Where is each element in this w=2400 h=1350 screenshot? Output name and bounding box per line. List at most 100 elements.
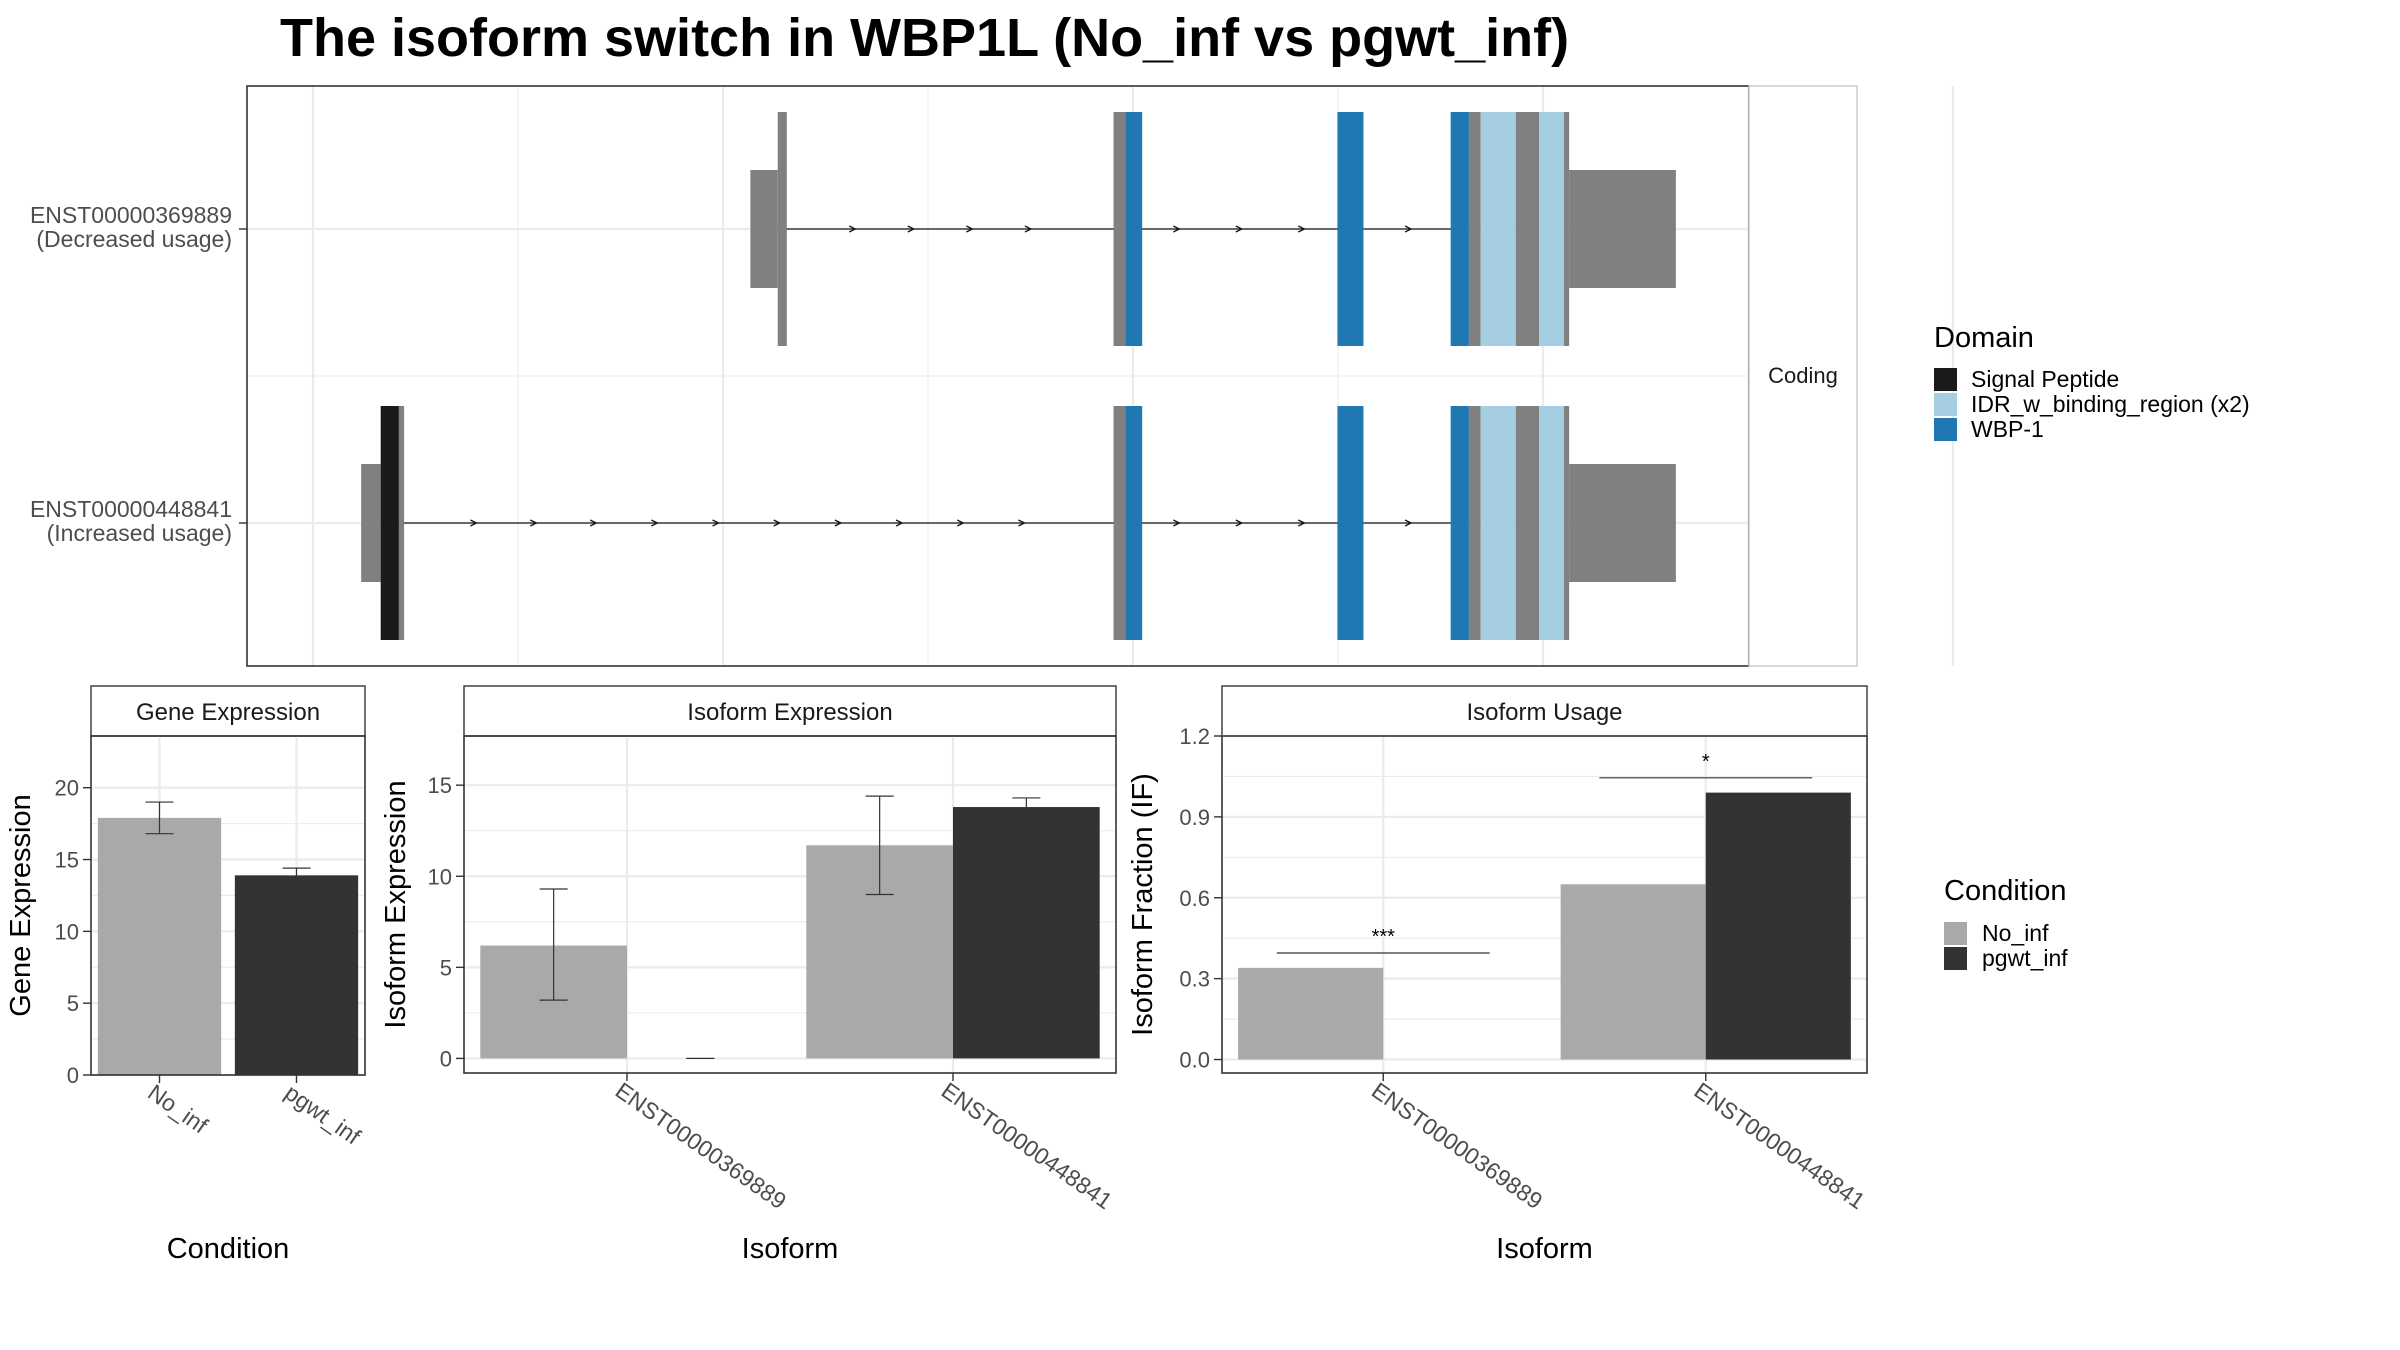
y-tick-label: 0.6 [1179,886,1210,911]
intron-arrow [1235,225,1244,233]
y-axis-title: Isoform Expression [380,780,412,1028]
transcript-name-label: ENST00000448841 [30,496,232,522]
coding-strip [1748,85,1858,667]
condition-legend-label: pgwt_inf [1982,945,2068,971]
intron-arrow [1404,519,1413,527]
bar [234,875,359,1075]
intron-arrow [651,519,659,527]
y-tick-label: 1.2 [1179,724,1210,749]
y-tick-label: 5 [67,991,79,1016]
domain-exon [1480,112,1516,346]
y-axis-title: Isoform Fraction (IF) [1127,773,1159,1036]
domain-exon [1450,406,1469,640]
domain-legend-title: Domain [1934,322,2034,354]
cds-exon [1468,406,1481,640]
cds-exon [1113,406,1126,640]
x-tick-label: pgwt_inf [280,1079,366,1150]
gene-expression-panel: Gene Expression 0 5 10 15 20 No_inf pgwt_inf Con… [5,685,366,1265]
intron-arrow [1024,225,1033,233]
transcript-structure-panel: Coding ENST00000369889(Decreased usage)E… [30,85,1955,667]
x-tick-label: No_inf [143,1079,213,1139]
domain-legend-label: Signal Peptide [1971,366,2119,392]
intron-arrow [1173,225,1181,233]
domain-legend: Domain Signal PeptideIDR_w_binding_region… [1934,322,2250,442]
domain-legend-swatch [1934,368,1957,391]
intron-arrow [712,519,721,527]
intron-arrow [529,519,538,527]
panel-strip [90,685,366,737]
domain-exon [1450,112,1469,346]
domain-exon [1337,112,1364,346]
cds-exon [777,112,787,346]
panel-strip-label: Isoform Expression [687,699,892,726]
condition-legend-title: Condition [1944,875,2067,907]
domain-legend-swatch [1934,418,1957,441]
panel-strip-label: Gene Expression [136,699,320,726]
cds-exon [398,406,405,640]
y-tick-label: 20 [55,776,79,801]
cds-exon [1113,112,1126,346]
bar [953,807,1100,1059]
isoform-expression-panel: Isoform Expression 0 5 10 15 ENST00000369889 E… [380,685,1117,1265]
transcript-labels: ENST00000369889(Decreased usage) ENST0000… [30,202,247,546]
intron-arrow [470,519,478,527]
domain-legend-swatch [1934,393,1957,416]
intron-arrow [773,519,782,527]
domain-exon [1480,406,1516,640]
domain-exon [1337,406,1364,640]
panel-border [1221,735,1868,1074]
bar [1705,792,1851,1060]
x-axis-title: Isoform [1496,1233,1593,1265]
cds-exon [1515,112,1540,346]
y-tick-label: 10 [55,919,79,944]
x-axis-title: Condition [167,1233,290,1265]
y-tick-label: 0.9 [1179,805,1210,830]
intron-arrow [1173,519,1181,527]
figure-title: The isoform switch in WBP1L (No_inf vs p… [280,8,1569,68]
intron-arrow [1297,519,1306,527]
cds-exon [1468,112,1481,346]
domain-legend-label: WBP-1 [1971,416,2044,442]
coding-strip-label: Coding [1768,363,1838,388]
condition-legend-swatch [1944,947,1967,970]
intron-arrow [1297,225,1306,233]
condition-legend-swatch [1944,922,1967,945]
panel-border [90,735,366,1076]
bar [97,817,222,1075]
transcript-tracks [361,112,1676,640]
transcript-usage-label: (Decreased usage) [36,226,232,252]
condition-legend-label: No_inf [1982,920,2049,946]
x-tick-label: ENST00000369889 [611,1077,791,1214]
intron-arrow [907,225,916,233]
utr-exon [1569,464,1676,582]
transcript-grid [247,86,1955,666]
intron-arrow [956,519,965,527]
panel-strip [463,685,1117,737]
x-tick-label: ENST00000448841 [937,1077,1117,1214]
intron-arrow [895,519,904,527]
panel-strip-label: Isoform Usage [1466,699,1622,726]
x-axis-title: Isoform [742,1233,839,1265]
intron-arrow [1235,519,1244,527]
bar [1560,884,1706,1060]
y-tick-label: 0.3 [1179,967,1210,992]
cds-exon [1563,406,1570,640]
y-tick-label: 15 [428,773,452,798]
y-tick-label: 0 [440,1046,452,1071]
intron-arrow [848,225,857,233]
transcript-usage-label: (Increased usage) [47,520,232,546]
isoform-usage-panel: Isoform Usage0.00.30.60.91.2****ENST0000… [1127,685,1870,1265]
intron-arrow [1018,519,1026,527]
panel-border [463,735,1117,1074]
domain-exon [1125,112,1143,346]
domain-legend-label: IDR_w_binding_region (x2) [1971,391,2250,417]
cds-exon [1563,112,1570,346]
intron-arrow [834,519,843,527]
domain-exon [1539,112,1564,346]
cds-exon [1515,406,1540,640]
significance-label: *** [1372,926,1396,948]
significance-label: * [1702,751,1710,773]
intron-arrow [589,519,598,527]
y-tick-label: 0 [67,1063,79,1088]
